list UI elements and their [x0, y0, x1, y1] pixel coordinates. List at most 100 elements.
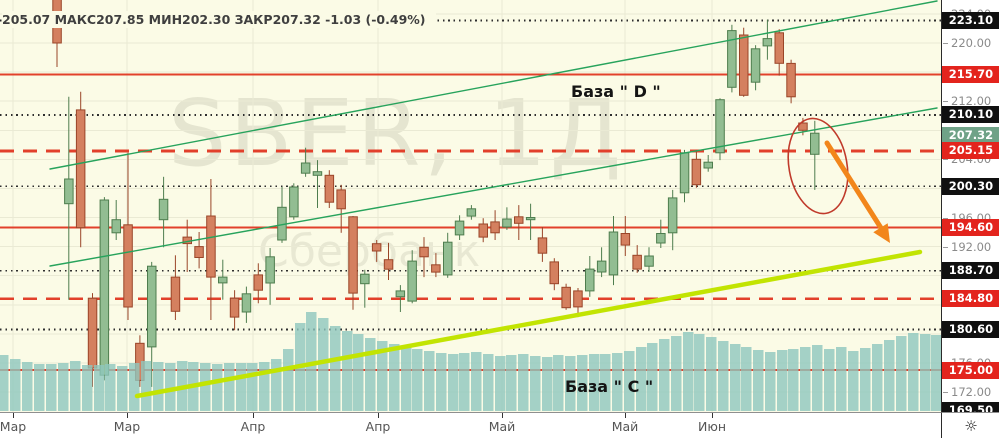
candle [348, 216, 358, 310]
candle [561, 283, 571, 310]
candle [667, 189, 678, 251]
volume-bar [589, 354, 600, 411]
candle [277, 187, 287, 243]
candle [502, 207, 512, 230]
volume-bar [896, 336, 907, 411]
volume-bar [342, 331, 353, 411]
volume-bar [542, 357, 553, 411]
price-tick-mark [943, 218, 948, 219]
candlestick-chart-canvas[interactable] [0, 0, 941, 412]
ohlc-info: 205.07 МАКС207.85 МИН202.30 ЗАКР207.32 -… [2, 11, 436, 28]
volume-bar [577, 355, 588, 411]
candle [762, 19, 773, 60]
candle [64, 96, 74, 300]
channel-upper-line[interactable] [49, 0, 938, 170]
price-level-badge: 175.00 [942, 362, 999, 379]
volume-bar [424, 351, 435, 411]
time-tick-mark [253, 413, 254, 418]
projection-arrow[interactable] [824, 140, 884, 231]
volume-bar [872, 344, 883, 411]
volume-bar [129, 363, 140, 411]
candle [265, 248, 275, 305]
volume-bar [706, 337, 717, 411]
axis-corner: ☼ [941, 412, 999, 438]
price-level-badge: 223.10 [942, 12, 999, 29]
volume-bar [800, 347, 811, 411]
volume-bar [459, 353, 470, 411]
time-axis[interactable]: Мар Мар Апр Апр Май Май Июн [0, 412, 999, 438]
volume-bar [884, 340, 895, 411]
volume-bar [694, 334, 705, 411]
volume-bar [730, 344, 741, 411]
volume-bar [70, 361, 81, 411]
price-tick-mark [943, 392, 948, 393]
candle [786, 59, 796, 104]
volume-bar [58, 363, 69, 411]
candle [111, 200, 121, 240]
volume-bar [565, 356, 576, 411]
volume-bar [353, 334, 364, 411]
volume-bar [259, 362, 270, 411]
candle [691, 149, 702, 188]
highlight-ellipse[interactable] [781, 114, 855, 219]
candle [253, 263, 263, 304]
time-tick-mark [127, 413, 128, 418]
volume-bar [247, 363, 258, 411]
candle [123, 152, 133, 320]
price-level-badge: 200.30 [942, 178, 999, 195]
volume-bar [518, 354, 529, 411]
volume-bar [600, 354, 611, 411]
price-axis[interactable]: 224.00220.00212.00204.00196.00192.00176.… [941, 0, 999, 419]
price-level-badge: 188.70 [942, 262, 999, 279]
volume-bar [200, 363, 211, 411]
volume-bar [824, 349, 835, 411]
volume-bar [436, 353, 447, 411]
watermark-symbol: SBER, 1Д [168, 80, 625, 187]
volume-bar [330, 326, 341, 411]
volume-bar [920, 334, 931, 411]
volume-bar [224, 363, 235, 411]
candle [289, 183, 299, 220]
volume-bar [553, 355, 564, 411]
candle [419, 237, 429, 278]
time-tick-mark [712, 413, 713, 418]
time-tick-mark [625, 413, 626, 418]
candle [218, 259, 228, 300]
price-level-badge: 194.60 [942, 219, 999, 236]
volume-bar [165, 363, 176, 411]
candle [585, 256, 595, 297]
volume-bar [659, 339, 670, 411]
time-tick-mark [378, 413, 379, 418]
candle [525, 203, 536, 240]
candle [383, 242, 394, 280]
volume-bar [471, 352, 482, 411]
volume-bar [495, 356, 506, 411]
volume-bar [306, 312, 317, 411]
candle [158, 176, 169, 248]
projection-arrow-head [873, 223, 890, 243]
theme-sun-icon[interactable]: ☼ [964, 417, 978, 435]
time-tick-label: Май [611, 419, 639, 434]
candle [727, 24, 737, 93]
candle [300, 147, 311, 177]
candle [431, 253, 441, 278]
volume-bar [624, 351, 635, 411]
candle [147, 261, 157, 387]
annotation-base-d: База " D " [571, 82, 661, 101]
time-tick-mark [502, 413, 503, 418]
support-trend-line[interactable] [134, 249, 923, 399]
candle [608, 216, 619, 286]
price-level-badge: 205.15 [942, 142, 999, 159]
volume-bar [812, 345, 823, 411]
channel-lower-line[interactable] [49, 107, 938, 267]
volume-bar [212, 364, 223, 411]
candle [549, 258, 559, 291]
volume-bar [365, 338, 376, 411]
volume-bar [777, 350, 788, 411]
volume-bar [117, 366, 128, 411]
volume-bar [765, 352, 776, 411]
candle [478, 218, 488, 243]
price-level-badge: 180.60 [942, 321, 999, 338]
candle [466, 205, 477, 220]
time-tick-label: Апр [240, 419, 266, 434]
